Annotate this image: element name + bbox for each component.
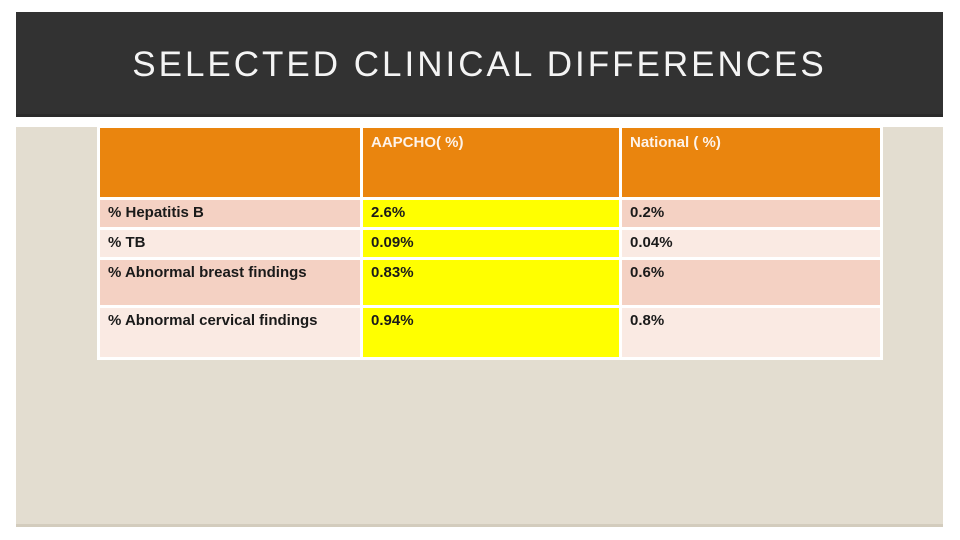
row-label: % Hepatitis B bbox=[100, 200, 360, 227]
header-cell-empty bbox=[100, 128, 360, 197]
national-value: 0.6% bbox=[622, 260, 880, 305]
national-value: 0.2% bbox=[622, 200, 880, 227]
aapcho-value: 0.83% bbox=[363, 260, 619, 305]
table-row: % TB 0.09% 0.04% bbox=[100, 230, 880, 257]
national-value: 0.04% bbox=[622, 230, 880, 257]
header-cell-national: National ( %) bbox=[622, 128, 880, 197]
table-row: % Abnormal cervical findings 0.94% 0.8% bbox=[100, 308, 880, 357]
aapcho-value: 2.6% bbox=[363, 200, 619, 227]
slide-title: SELECTED CLINICAL DIFFERENCES bbox=[132, 45, 827, 84]
table-row: % Hepatitis B 2.6% 0.2% bbox=[100, 200, 880, 227]
table-header-row: AAPCHO( %) National ( %) bbox=[100, 128, 880, 197]
row-label: % Abnormal breast findings bbox=[100, 260, 360, 305]
header-cell-aapcho: AAPCHO( %) bbox=[363, 128, 619, 197]
title-band: SELECTED CLINICAL DIFFERENCES bbox=[16, 12, 943, 117]
aapcho-value: 0.94% bbox=[363, 308, 619, 357]
table-row: % Abnormal breast findings 0.83% 0.6% bbox=[100, 260, 880, 305]
row-label: % Abnormal cervical findings bbox=[100, 308, 360, 357]
national-value: 0.8% bbox=[622, 308, 880, 357]
aapcho-value: 0.09% bbox=[363, 230, 619, 257]
row-label: % TB bbox=[100, 230, 360, 257]
clinical-differences-table: AAPCHO( %) National ( %) % Hepatitis B 2… bbox=[97, 125, 883, 360]
